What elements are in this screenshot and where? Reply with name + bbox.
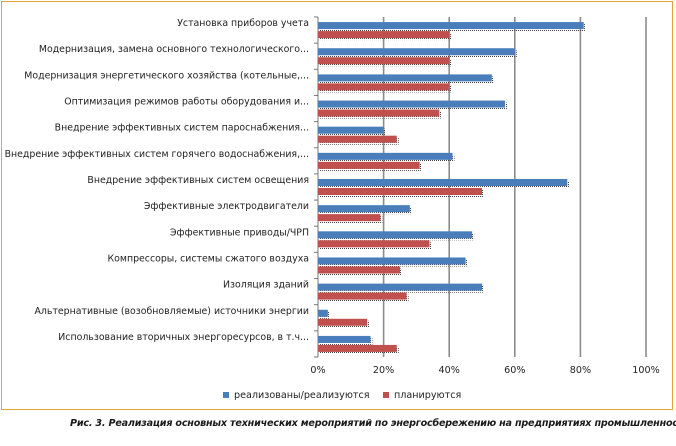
category-label: Альтернативные (возобновляемые) источник… bbox=[35, 306, 309, 317]
bar-planned bbox=[318, 318, 368, 326]
bar-planned bbox=[318, 240, 430, 248]
bar-implemented bbox=[318, 22, 584, 30]
bar-implemented bbox=[318, 152, 453, 160]
bar-implemented bbox=[318, 283, 482, 291]
legend-label: реализованы/реализуются bbox=[234, 390, 370, 401]
category-label: Компрессоры, системы сжатого воздуха bbox=[107, 253, 309, 264]
category-label: Эффективные приводы/ЧРП bbox=[170, 227, 309, 238]
bar-implemented bbox=[318, 335, 371, 343]
bar-implemented bbox=[318, 231, 473, 239]
category-label: Внедрение эффективных систем горячего во… bbox=[5, 149, 309, 160]
bar-planned bbox=[318, 188, 482, 195]
legend-swatch bbox=[383, 392, 389, 398]
bar-planned bbox=[318, 31, 450, 39]
bar-planned bbox=[318, 214, 381, 222]
x-tick-label: 20% bbox=[373, 365, 394, 376]
x-tick-label: 100% bbox=[632, 365, 659, 376]
bar-planned bbox=[318, 292, 407, 300]
x-tick-label: 80% bbox=[570, 365, 591, 376]
category-label: Оптимизация режимов работы оборудования … bbox=[64, 97, 309, 108]
category-label: Эффективные электродвигатели bbox=[144, 201, 309, 212]
legend-swatch bbox=[223, 392, 229, 398]
chart-frame: 0% 20% 40% 60% 80% 100% Установка приборов уче… bbox=[1, 1, 673, 410]
bar-planned bbox=[318, 135, 397, 143]
figure-caption: Рис. 3. Реализация основных технических … bbox=[70, 418, 676, 429]
category-label: Модернизация, замена основного технологи… bbox=[39, 44, 309, 55]
bar-implemented bbox=[318, 205, 410, 213]
bar-planned bbox=[318, 344, 397, 352]
category-label: Модернизация энергетического хозяйства (… bbox=[24, 70, 309, 81]
x-tick-label: 0% bbox=[310, 365, 325, 376]
category-label: Изоляция зданий bbox=[223, 280, 309, 291]
bar-implemented bbox=[318, 257, 466, 265]
x-tick-label: 60% bbox=[504, 365, 525, 376]
category-label: Установка приборов учета bbox=[177, 18, 309, 29]
bar-planned bbox=[318, 109, 440, 117]
bar-planned bbox=[318, 266, 400, 274]
category-label: Внедрение эффективных систем пароснабжен… bbox=[55, 123, 309, 134]
category-label: Использование вторичных энергоресурсов, … bbox=[58, 332, 309, 343]
bar-implemented bbox=[318, 179, 568, 186]
bar-planned bbox=[318, 57, 450, 65]
bar-implemented bbox=[318, 48, 515, 56]
x-tick-label: 40% bbox=[439, 365, 460, 376]
bar-planned bbox=[318, 161, 420, 169]
legend-label: планируются bbox=[394, 390, 461, 401]
bar-planned bbox=[318, 83, 450, 91]
bar-chart: 0% 20% 40% 60% 80% 100% Установка приборов уче… bbox=[5, 16, 660, 401]
category-label: Внедрение эффективных систем освещения bbox=[87, 175, 309, 186]
bar-implemented bbox=[318, 309, 328, 317]
bar-implemented bbox=[318, 100, 505, 108]
bar-implemented bbox=[318, 126, 384, 134]
bar-implemented bbox=[318, 74, 492, 82]
